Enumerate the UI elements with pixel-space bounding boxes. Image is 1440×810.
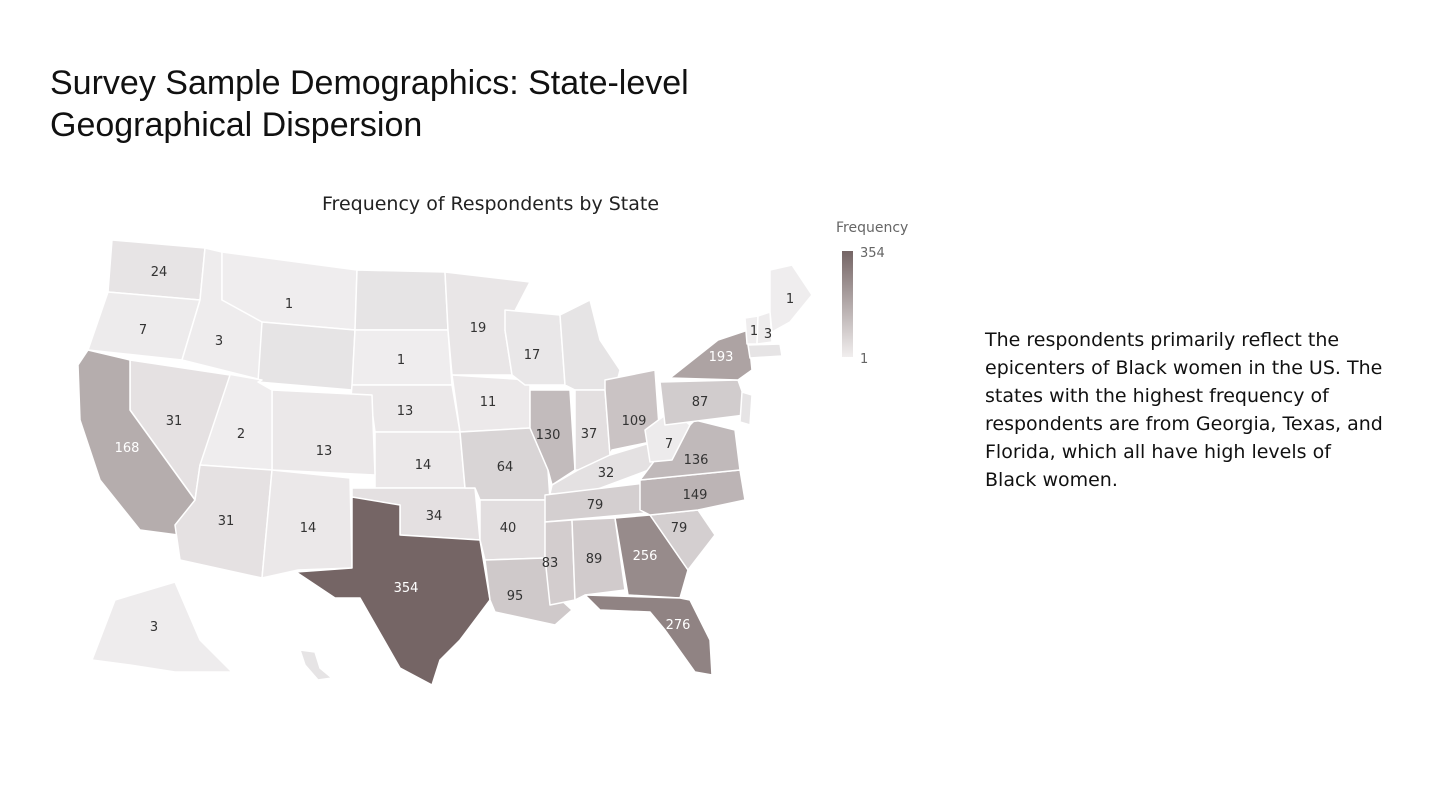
state-value-label-tx: 354 [394, 581, 419, 596]
description-text: The respondents primarily reflect the ep… [985, 329, 1383, 491]
state-value-label-co: 13 [316, 444, 333, 459]
state-value-label-tn: 79 [587, 498, 604, 513]
state-value-label-ar: 40 [500, 521, 517, 536]
state-fl [584, 594, 713, 676]
state-value-label-ms: 83 [542, 556, 559, 571]
legend-title: Frequency [836, 220, 909, 236]
state-value-label-in: 37 [581, 427, 598, 442]
state-value-label-sd: 1 [397, 353, 405, 368]
state-value-label-fl: 276 [666, 618, 691, 633]
state-value-label-ne: 13 [397, 404, 414, 419]
state-co [271, 389, 376, 476]
state-value-label-nc: 149 [683, 488, 708, 503]
state-value-label-sc: 79 [671, 521, 688, 536]
state-value-label-id: 3 [215, 334, 223, 349]
state-value-label-az: 31 [218, 514, 235, 529]
state-nj [739, 391, 753, 426]
state-value-label-ut: 2 [237, 427, 245, 442]
state-al [571, 517, 626, 601]
state-value-label-mt: 1 [285, 297, 293, 312]
state-value-label-ks: 14 [415, 458, 432, 473]
state-value-label-al: 89 [586, 552, 603, 567]
state-value-label-nv: 31 [166, 414, 183, 429]
state-value-label-ok: 34 [426, 509, 443, 524]
state-ma [747, 343, 783, 359]
state-value-label-vt: 1 [750, 324, 758, 339]
state-value-label-nh: 3 [764, 327, 772, 342]
state-ms [544, 519, 576, 606]
state-value-label-ky: 32 [598, 466, 615, 481]
state-value-label-il: 130 [536, 428, 561, 443]
state-ca [77, 349, 196, 536]
state-value-label-wv: 7 [665, 437, 673, 452]
state-value-label-ak: 3 [150, 620, 158, 635]
state-value-label-nm: 14 [300, 521, 317, 536]
state-value-label-ia: 11 [480, 395, 497, 410]
state-value-label-mn: 19 [470, 321, 487, 336]
state-value-label-ny: 193 [709, 350, 734, 365]
state-value-label-pa: 87 [692, 395, 709, 410]
state-ga [614, 514, 689, 599]
state-nm [261, 469, 353, 579]
legend-min-label: 1 [860, 352, 869, 367]
state-value-label-ga: 256 [633, 549, 658, 564]
state-ak [91, 581, 233, 673]
state-wy [257, 321, 356, 391]
state-hi [299, 649, 333, 681]
state-value-label-oh: 109 [622, 414, 647, 429]
state-tx [295, 496, 491, 686]
state-nh [756, 311, 773, 345]
map-title: Frequency of Respondents by State [322, 193, 660, 215]
state-value-label-la: 95 [507, 589, 524, 604]
state-nd [354, 269, 449, 331]
state-value-label-va: 136 [684, 453, 709, 468]
state-value-label-wi: 17 [524, 348, 541, 363]
state-mi [559, 299, 621, 391]
state-value-label-me: 1 [786, 292, 794, 307]
state-value-label-ca: 168 [115, 441, 140, 456]
states-layer [77, 239, 813, 686]
slide-title: Survey Sample Demographics: State-level … [50, 64, 689, 144]
legend-max-label: 354 [860, 246, 885, 261]
state-value-label-mo: 64 [497, 460, 514, 475]
state-me [769, 264, 813, 333]
legend-color-scale [842, 251, 853, 357]
state-value-label-wa: 24 [151, 265, 168, 280]
state-value-label-or: 7 [139, 323, 147, 338]
